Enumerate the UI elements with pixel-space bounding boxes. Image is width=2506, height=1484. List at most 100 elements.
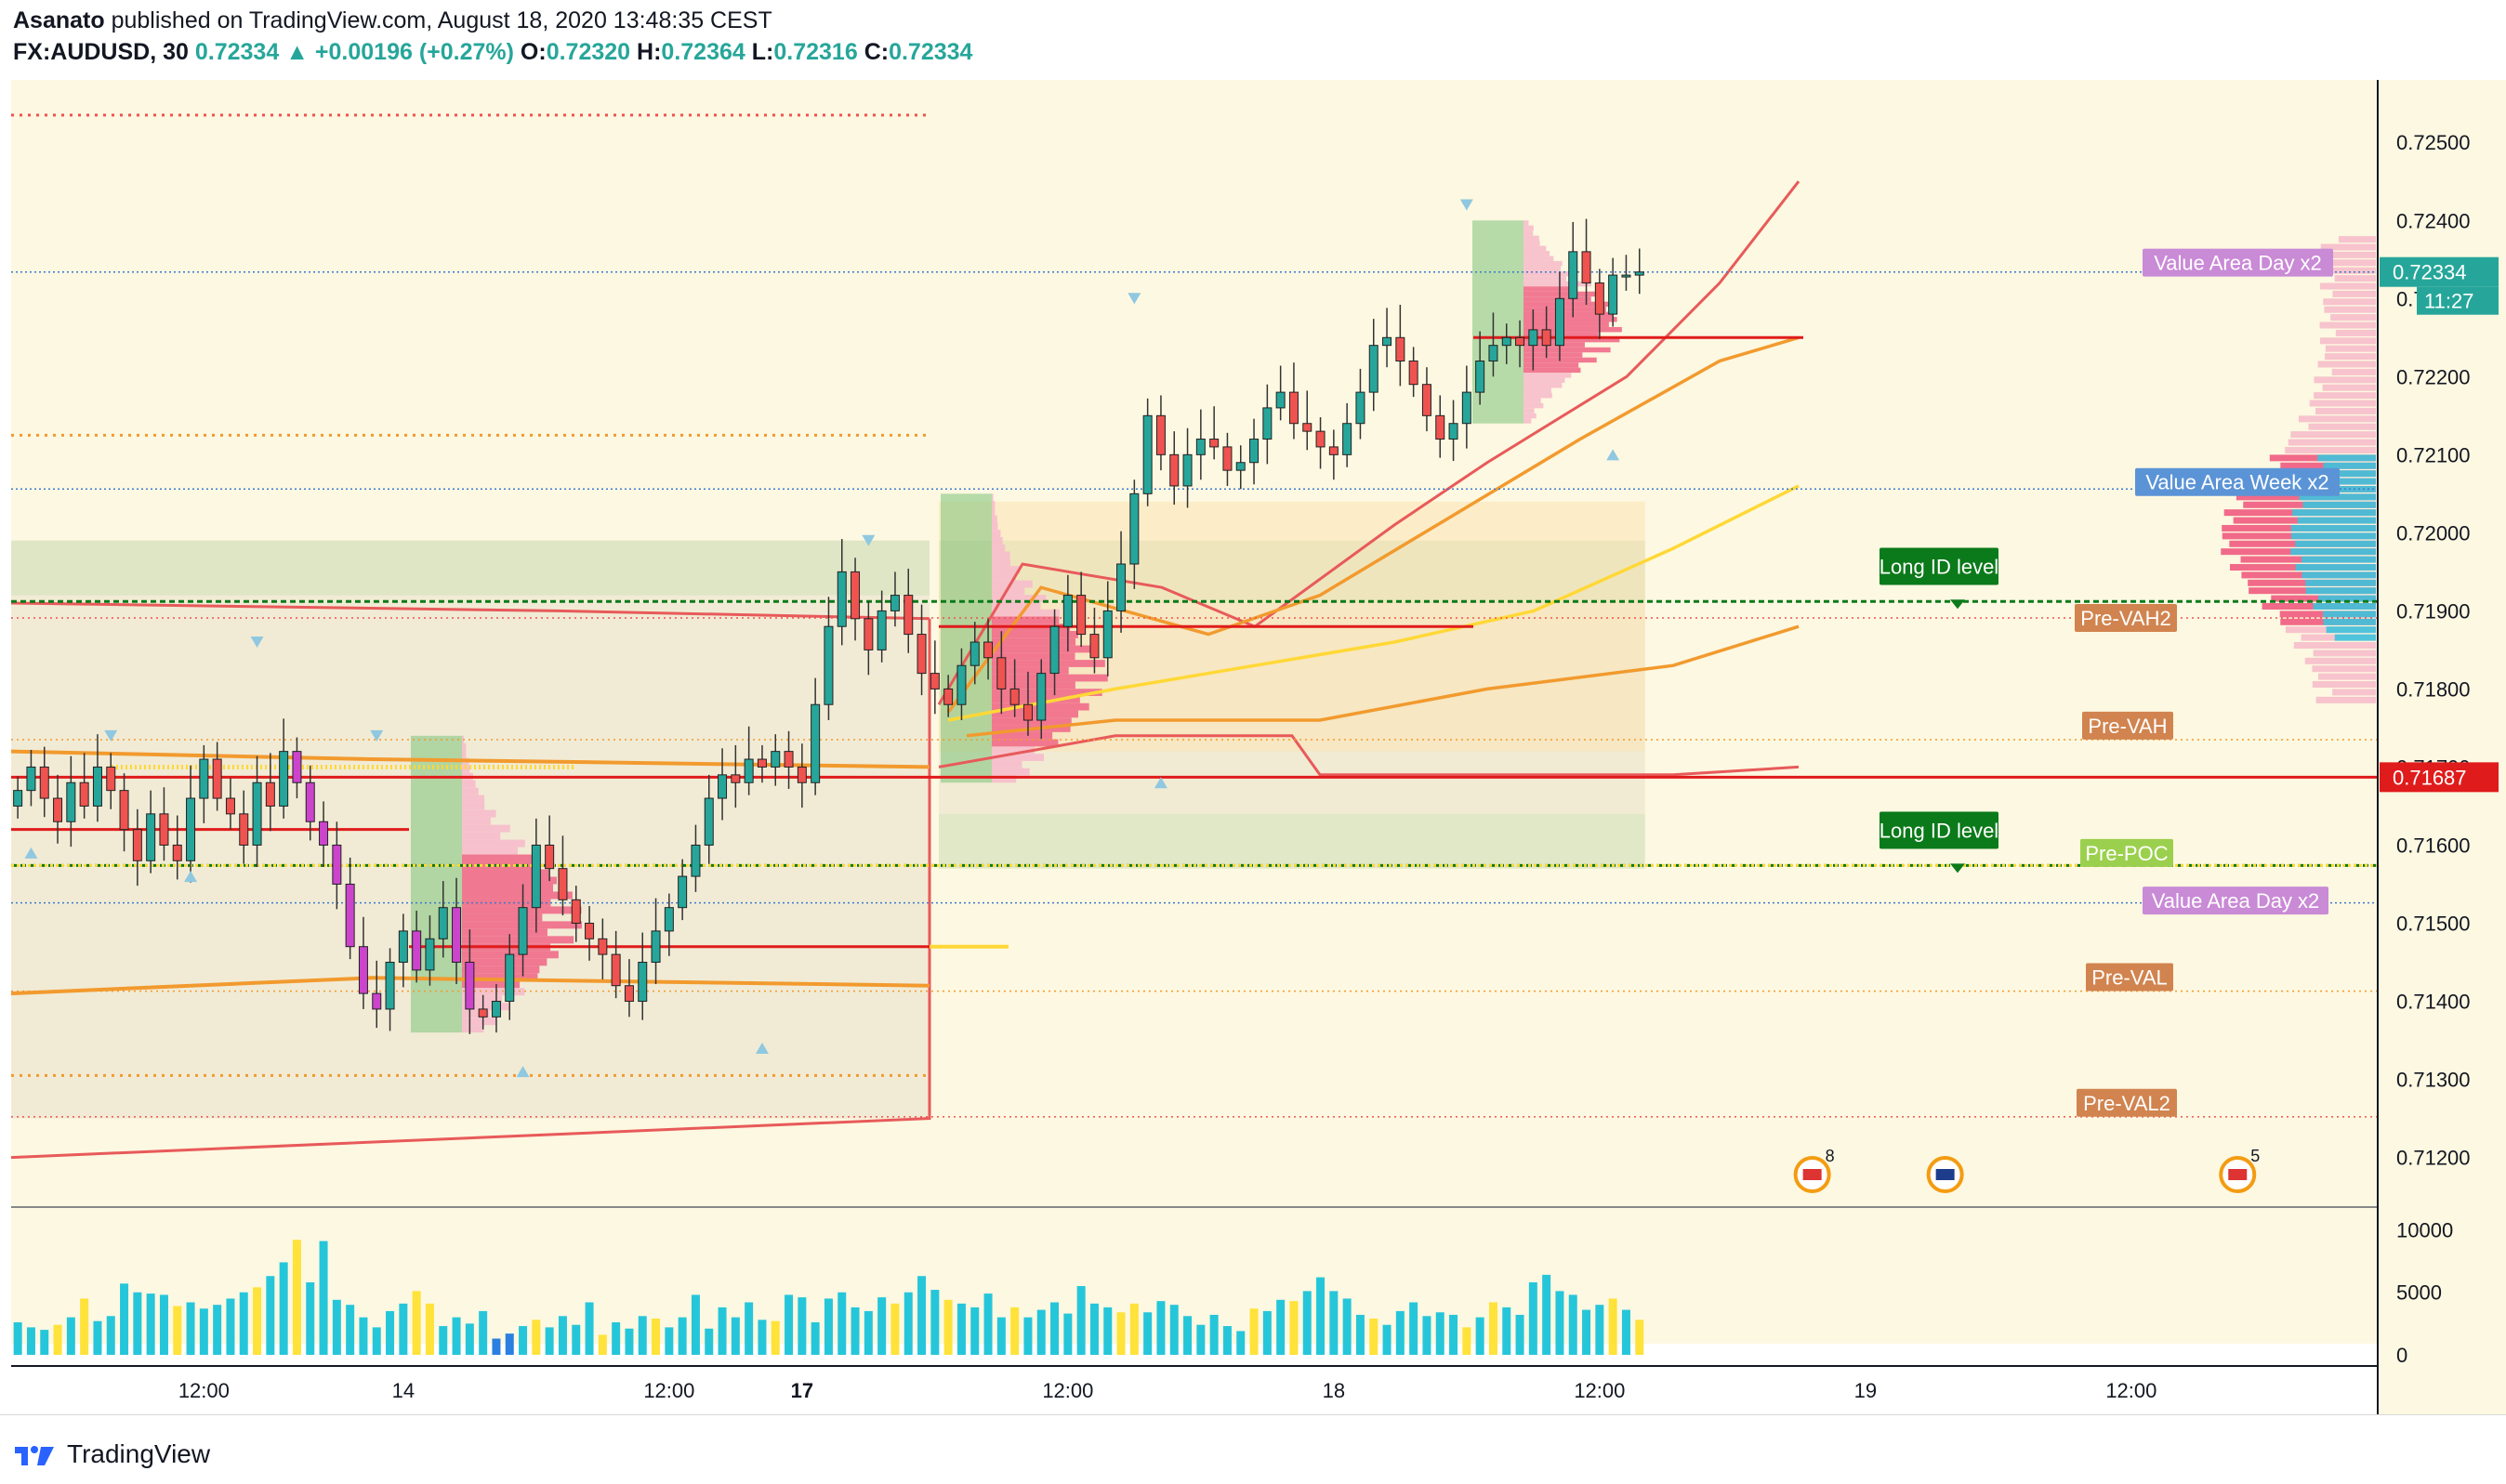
composite-profile-bar [2319, 282, 2376, 290]
candle-body [159, 813, 169, 846]
volume-bar [1568, 1294, 1577, 1355]
event-flag-icon [2228, 1169, 2248, 1180]
candle-body [452, 907, 462, 964]
composite-profile-bar [2293, 642, 2376, 649]
volume-bar [199, 1308, 208, 1355]
session-profile-18-bar [1523, 276, 1566, 282]
pre-poc-label-box [2080, 838, 2173, 867]
price-chart[interactable]: Value Area Day x2 Value Area Week x2 Value… [0, 72, 2506, 1414]
session-profile-17-bar [992, 566, 1021, 573]
composite-profile-buy-bar [2301, 556, 2376, 563]
candle-body [1594, 282, 1604, 315]
session-profile-17-bar [992, 760, 1022, 768]
volume-bar [120, 1283, 129, 1355]
price-tick-label: 0.72100 [2396, 443, 2471, 466]
volume-bar [1382, 1324, 1391, 1355]
volume-bar [239, 1292, 248, 1355]
candle-body [1022, 703, 1033, 721]
volume-bar [425, 1303, 434, 1355]
composite-profile-bar [2285, 446, 2376, 453]
fractal-marker [1154, 777, 1167, 789]
session-profile-14-bar [462, 995, 502, 1004]
volume-bar [943, 1299, 953, 1355]
session-profile-17-bar [992, 681, 1075, 689]
pre-val2-label-text: Pre-VAL2 [2083, 1092, 2170, 1115]
session-profile-18-bar [1523, 301, 1613, 308]
countdown-tag [2417, 286, 2499, 315]
session-profile-14-bar [462, 802, 485, 810]
price-tick-label: 0.71900 [2396, 599, 2471, 623]
published-text: published on TradingView.com, August 18,… [111, 7, 772, 33]
composite-profile-buy-bar [2305, 587, 2376, 595]
fractal-marker [1128, 293, 1141, 305]
composite-profile-bar [2328, 251, 2376, 258]
session-profile-14-bar [462, 891, 573, 900]
price-tick-label: 0.72000 [2396, 521, 2471, 545]
session-profile-18-bar [1523, 307, 1606, 312]
time-tick-label: 12:00 [1574, 1379, 1625, 1402]
session-profile-18-bar [1523, 336, 1620, 343]
volume-bar [306, 1281, 315, 1355]
volume-bar [359, 1317, 368, 1355]
volume-bar [1342, 1298, 1352, 1355]
symbol-name[interactable]: FX:AUDUSD, 30 [13, 39, 189, 65]
low-label: L: [751, 39, 774, 65]
volume-bar [890, 1303, 900, 1355]
volume-bar [439, 1326, 448, 1355]
session-profile-17-bar [992, 507, 996, 516]
candle-body [1288, 391, 1299, 425]
volume-bar [13, 1322, 22, 1355]
candle-body [26, 766, 36, 792]
author-name[interactable]: Asanato [13, 7, 105, 33]
pre-poc-label-text: Pre-POC [2085, 842, 2168, 865]
time-tick-label: 12:00 [1042, 1379, 1093, 1402]
candle-body [212, 758, 222, 799]
composite-profile-bar [2325, 345, 2376, 352]
composite-profile-buy-bar [2323, 618, 2376, 625]
current-price-tag [2380, 256, 2499, 287]
volume-bar [705, 1328, 714, 1355]
session-profile-17-bar [992, 515, 997, 523]
volume-bar [319, 1241, 328, 1355]
candle-body [757, 758, 767, 768]
session-profile-18-bar [1523, 286, 1576, 292]
pre-vah2-label-text: Pre-VAH2 [2080, 607, 2170, 630]
candle-body [1328, 446, 1339, 455]
session-profile-14-bar [462, 750, 467, 758]
candle-body [332, 844, 342, 885]
candle-body [638, 962, 648, 1003]
header-bar: Asanato published on TradingView.com, Au… [0, 0, 2506, 72]
tradingview-logo[interactable]: TradingView [13, 1438, 210, 1471]
composite-profile-buy-bar [2302, 501, 2376, 508]
session-profile-14-bar [462, 832, 501, 840]
session-profile-17-bar [992, 587, 1025, 596]
price-tick-label: 0.71400 [2396, 991, 2471, 1014]
candle-body [172, 844, 182, 861]
candle-body [1302, 423, 1312, 432]
candle-body [1395, 336, 1405, 361]
composite-profile-buy-bar [2317, 454, 2376, 462]
volume-bar [930, 1290, 940, 1355]
candle-body [1554, 297, 1564, 347]
candle-body [811, 703, 821, 783]
fractal-marker [862, 534, 876, 546]
weekly-low-band-1 [10, 976, 930, 996]
session-profile-18-bar [1523, 270, 1577, 277]
candle-body [704, 797, 714, 846]
candle-body [1169, 453, 1180, 487]
session-profile-18-bar [1523, 256, 1554, 261]
session-profile-17-bar [992, 530, 1001, 537]
candle-body [930, 673, 940, 689]
time-tick-label: 17 [791, 1379, 813, 1402]
candle-body [531, 844, 541, 909]
volume-bar [638, 1316, 647, 1355]
session-profile-17-bar [992, 544, 1006, 552]
volume-bar [1435, 1312, 1444, 1355]
candle-body [1355, 391, 1365, 425]
long-id-lower-label-box [1880, 811, 1998, 849]
candle-body [478, 1008, 488, 1018]
session-profile-14-bar [462, 876, 557, 885]
composite-profile-bar [2309, 400, 2376, 407]
time-tick-label: 12:00 [643, 1379, 694, 1402]
volume-bar [771, 1320, 780, 1355]
